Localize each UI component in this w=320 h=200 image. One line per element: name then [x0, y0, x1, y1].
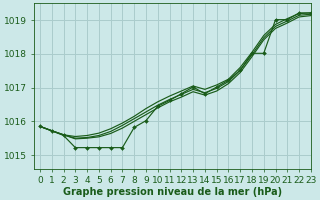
X-axis label: Graphe pression niveau de la mer (hPa): Graphe pression niveau de la mer (hPa) — [63, 187, 282, 197]
